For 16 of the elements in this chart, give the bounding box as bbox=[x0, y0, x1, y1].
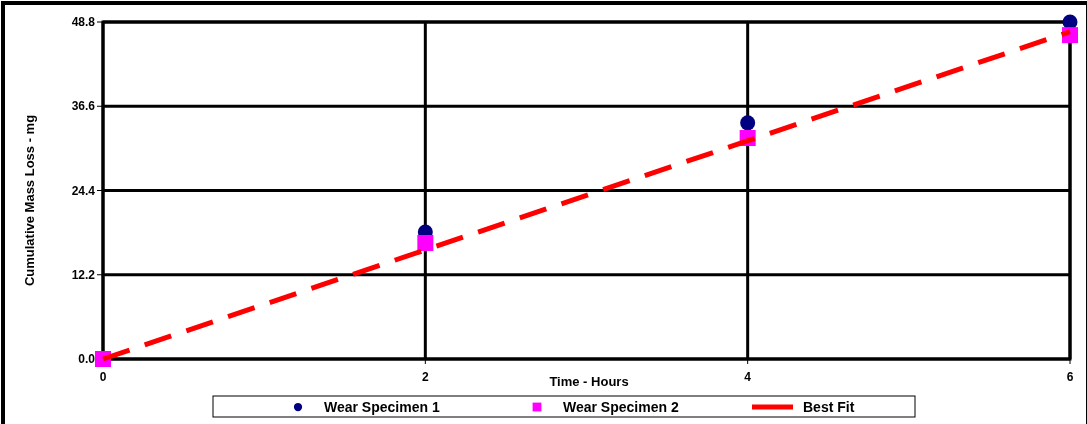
x-tick-label: 2 bbox=[421, 370, 429, 384]
y-tick-label: 24.4 bbox=[71, 183, 96, 198]
legend-label: Wear Specimen 2 bbox=[563, 398, 679, 415]
legend-label: Wear Specimen 1 bbox=[324, 398, 440, 415]
point bbox=[417, 234, 434, 251]
x-tick-label: 4 bbox=[744, 370, 752, 384]
x-axis-title: Time - Hours bbox=[549, 374, 629, 389]
y-tick-label: 48.8 bbox=[71, 15, 96, 30]
y-tick-label: 0.0 bbox=[78, 352, 96, 367]
x-tick-label: 0 bbox=[99, 370, 107, 384]
legend-label: Best Fit bbox=[803, 398, 855, 415]
y-tick-label: 12.2 bbox=[71, 267, 96, 282]
point bbox=[740, 115, 756, 131]
y-tick-label: 36.6 bbox=[71, 99, 96, 114]
x-tick-label: 6 bbox=[1066, 370, 1074, 384]
y-axis-title: Cumulative Mass Loss - mg bbox=[22, 114, 37, 287]
